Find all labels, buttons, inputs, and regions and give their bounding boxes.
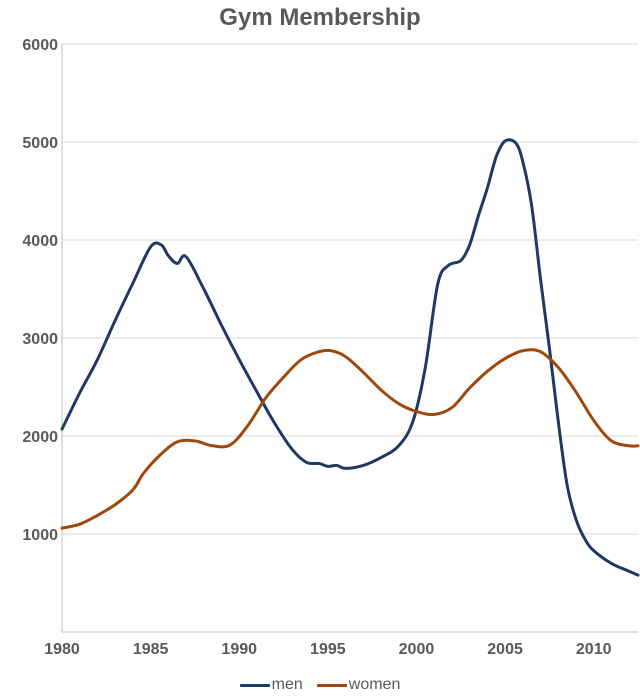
series-layer: [60, 138, 640, 577]
tick-labels: 1000 2000 3000 4000 5000 6000 1980 1985 1990 1995…: [22, 37, 611, 658]
y-tick-label: 5000: [22, 135, 58, 152]
legend-label-men: men: [271, 676, 303, 693]
x-tick-label: 1980: [44, 641, 80, 658]
chart-title: Gym Membership: [219, 4, 421, 31]
x-tick-label: 1985: [133, 641, 169, 658]
y-tick-label: 2000: [22, 429, 58, 446]
legend-item-men[interactable]: men: [239, 676, 303, 694]
axes: [61, 44, 638, 633]
legend: men women: [0, 676, 640, 694]
x-tick-label: 1995: [310, 641, 346, 658]
gridlines: [62, 43, 638, 535]
x-tick-label: 2000: [399, 641, 435, 658]
y-tick-label: 3000: [22, 331, 58, 348]
x-tick-label: 1990: [221, 641, 257, 658]
y-tick-label: 6000: [22, 37, 58, 54]
legend-label-women: women: [348, 676, 401, 693]
legend-item-women[interactable]: women: [316, 676, 401, 694]
x-tick-label: 2010: [576, 641, 612, 658]
y-tick-label: 4000: [22, 233, 58, 250]
x-tick-label: 2005: [487, 641, 523, 658]
y-tick-label: 1000: [22, 527, 58, 544]
series-line-women[interactable]: [60, 348, 640, 530]
series-line-men[interactable]: [60, 138, 640, 577]
legend-swatch-women: [316, 683, 347, 687]
legend-swatch-men: [239, 683, 270, 687]
